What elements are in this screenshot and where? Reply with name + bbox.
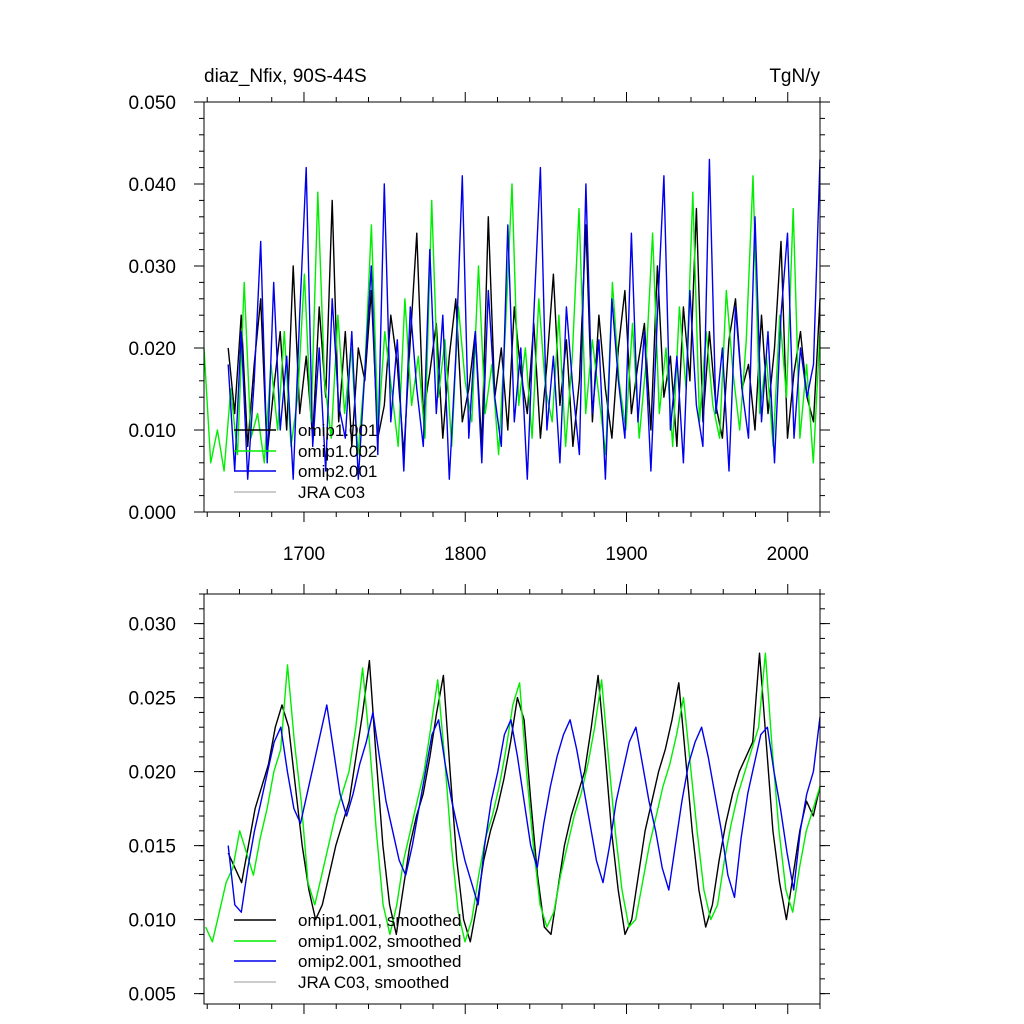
y-tick-label: 0.010 [128,421,176,442]
legend-label-jra-c03: JRA C03 [298,483,365,502]
y-tick-label: 0.050 [128,93,176,114]
y-tick-label: 0.000 [128,503,176,524]
y-tick-label: 0.005 [128,985,176,1006]
x-tick-label: 1700 [283,544,325,565]
legend-label-omip2-001-smoothed: omip2.001, smoothed [298,952,462,971]
top-panel-legend: omip1.001 omip1.002 omip2.001 JRA C03 [234,421,377,502]
top-panel-title: diaz_Nfix, 90S-44S [204,66,367,87]
y-tick-label: 0.030 [128,257,176,278]
legend-label-omip1-002-smoothed: omip1.002, smoothed [298,932,462,951]
series-line-omip1-002-smoothed [204,652,821,943]
legend-label-omip2-001: omip2.001 [298,462,377,481]
y-tick-label: 0.010 [128,911,176,932]
bottom-panel-frame [203,593,821,1005]
y-tick-label: 0.020 [128,339,176,360]
x-tick-label: 2000 [767,544,809,565]
legend-label-omip1-001: omip1.001 [298,421,377,440]
y-tick-label: 0.015 [128,837,176,858]
series-line-omip1-002 [203,175,821,472]
top-panel-series [203,158,821,480]
y-tick-label: 0.020 [128,763,176,784]
top-panel-frame [203,101,821,513]
bottom-panel-legend: omip1.001, smoothed omip1.002, smoothed … [234,911,462,992]
series-line-omip1-001 [227,199,821,456]
bottom-panel: 0.005 0.010 0.015 0.020 0.025 0.030 omip1.001… [128,584,830,1014]
series-line-omip2-001 [227,158,821,480]
y-tick-label: 0.040 [128,175,176,196]
series-line-omip1-001-smoothed [227,652,821,943]
y-tick-label: 0.025 [128,689,176,710]
y-tick-label: 0.030 [128,615,176,636]
x-tick-label: 1900 [605,544,647,565]
top-panel-ticks: 1700 1800 1900 2000 0.000 0.010 0.020 0.030 0.04… [128,92,830,565]
bottom-panel-ticks: 0.005 0.010 0.015 0.020 0.025 0.030 [128,584,830,1014]
x-tick-label: 1800 [444,544,486,565]
top-panel-units: TgN/y [769,66,820,87]
legend-label-jra-c03-smoothed: JRA C03, smoothed [298,973,449,992]
series-line-omip2-001-smoothed [227,704,821,913]
legend-label-omip1-002: omip1.002 [298,442,377,461]
legend-label-omip1-001-smoothed: omip1.001, smoothed [298,911,462,930]
top-panel: diaz_Nfix, 90S-44S TgN/y 1700 1800 1900 200… [128,66,830,565]
bottom-panel-series [204,652,821,943]
